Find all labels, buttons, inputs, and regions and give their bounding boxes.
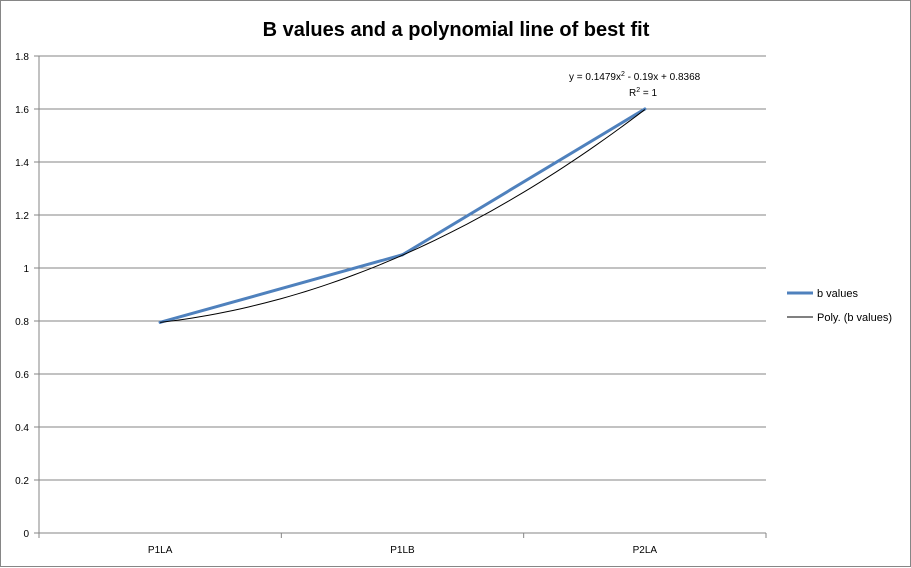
gridlines: [34, 55, 766, 534]
trendline-layer: [160, 109, 646, 323]
r2-text: R2 = 1: [629, 87, 658, 99]
r2-main: R: [629, 88, 636, 99]
y-tick-label: 1.4: [15, 158, 29, 169]
y-tick-label: 1.8: [15, 52, 29, 63]
series-line-b-values: [158, 107, 647, 324]
legend: b values Poly. (b values): [787, 288, 892, 324]
y-tick-label: 0.6: [15, 370, 29, 381]
equation-sup: 2: [621, 71, 625, 78]
x-tick-label: P1LA: [148, 545, 173, 556]
trendline-path: [160, 109, 646, 323]
chart-title: B values and a polynomial line of best f…: [263, 19, 650, 41]
r2-sup: 2: [636, 87, 640, 94]
x-tick-label: P2LA: [633, 545, 658, 556]
y-tick-labels: 0 0.2 0.4 0.6 0.8 1 1.2 1.4 1.6 1.8: [15, 52, 29, 540]
series-layer: [158, 107, 647, 324]
equation-text: y = 0.1479x2 - 0.19x + 0.8368: [569, 71, 701, 83]
legend-label-trendline: Poly. (b values): [817, 312, 892, 324]
x-tick-labels: P1LA P1LB P2LA: [148, 545, 657, 556]
r2-rest: = 1: [640, 88, 657, 99]
y-tick-label: 1.2: [15, 211, 29, 222]
y-tick-label: 1: [23, 264, 29, 275]
trendline-equation: y = 0.1479x2 - 0.19x + 0.8368 R2 = 1: [569, 71, 701, 99]
y-tick-label: 1.6: [15, 105, 29, 116]
y-tick-label: 0.8: [15, 317, 29, 328]
y-tick-label: 0: [23, 529, 29, 540]
equation-main: y = 0.1479x: [569, 72, 621, 83]
y-tick-label: 0.2: [15, 476, 29, 487]
equation-rest: - 0.19x + 0.8368: [625, 72, 701, 83]
y-tick-label: 0.4: [15, 423, 29, 434]
x-tick-label: P1LB: [390, 545, 415, 556]
axes: [38, 56, 767, 538]
legend-label-b-values: b values: [817, 288, 858, 300]
